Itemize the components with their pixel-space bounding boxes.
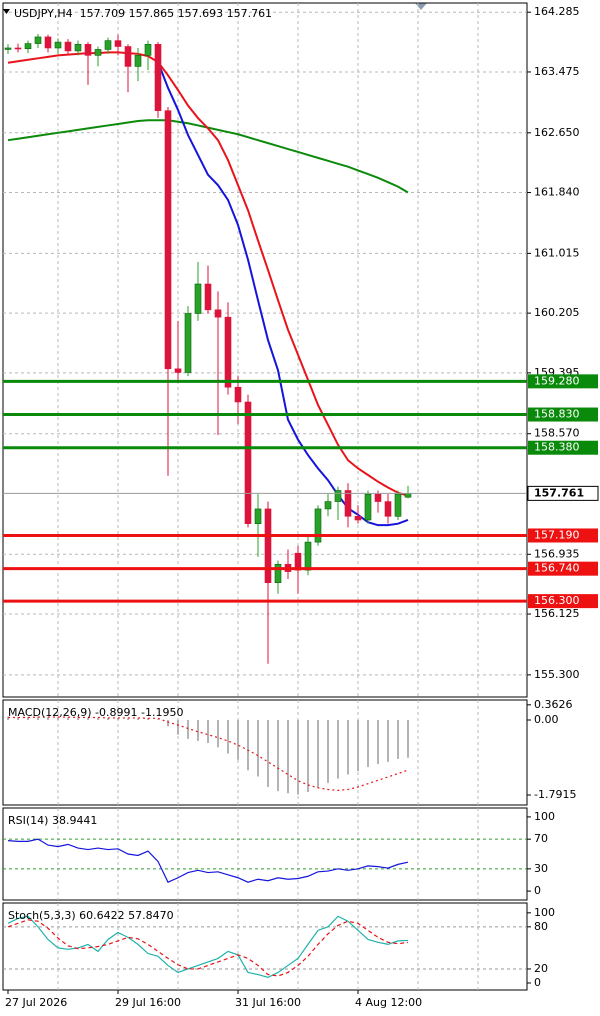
level-label: 156.740 xyxy=(534,562,580,575)
y-tick-label: 80 xyxy=(534,920,548,933)
candle-body xyxy=(64,41,72,52)
indicator-line xyxy=(7,919,409,977)
title-icon xyxy=(3,9,10,14)
candle-body xyxy=(274,563,282,583)
level-box xyxy=(528,594,598,609)
y-tick-label: 161.840 xyxy=(534,186,580,199)
level-box xyxy=(528,407,598,422)
candle-body xyxy=(204,283,212,311)
y-tick-label: 156.125 xyxy=(534,607,580,620)
panel-title: MACD(12,26,9) -0.8991 -1.1950 xyxy=(8,706,183,719)
candle-body xyxy=(224,316,232,388)
y-tick-label: 163.475 xyxy=(534,65,580,78)
panel-frame xyxy=(2,699,528,806)
x-tick-label: 31 Jul 16:00 xyxy=(235,996,301,1009)
panel-title: RSI(14) 38.9441 xyxy=(8,814,97,827)
candle-body xyxy=(244,401,252,524)
panel-frame xyxy=(2,902,528,991)
candle-body xyxy=(184,313,192,373)
indicator-line xyxy=(157,61,409,527)
level-box xyxy=(528,528,598,543)
candle-body xyxy=(194,283,202,314)
candle-body xyxy=(54,41,62,49)
level-label: 158.380 xyxy=(534,441,580,454)
y-tick-label: 0 xyxy=(534,884,541,897)
candle-body xyxy=(264,508,272,583)
level-label: 157.190 xyxy=(534,528,580,541)
y-tick-label: 156.935 xyxy=(534,547,580,560)
candle-body xyxy=(254,508,262,524)
candle-body xyxy=(44,36,52,49)
candle-body xyxy=(384,501,392,517)
candle-body xyxy=(124,46,132,67)
y-tick-label: 161.015 xyxy=(534,246,580,259)
candle-body xyxy=(174,368,182,373)
candle-body xyxy=(304,541,312,571)
candle-body xyxy=(234,386,242,403)
candle-body xyxy=(364,493,372,521)
y-tick-label: 30 xyxy=(534,862,548,875)
y-tick-label: 20 xyxy=(534,962,548,975)
current-price-label: 157.761 xyxy=(534,486,584,499)
indicator-line xyxy=(8,716,409,791)
candle-body xyxy=(84,44,92,56)
y-tick-label: 164.285 xyxy=(534,5,580,18)
candle-body xyxy=(94,49,102,56)
y-tick-label: 100 xyxy=(534,906,555,919)
candle-body xyxy=(214,309,222,318)
level-box xyxy=(528,561,598,576)
panel-title: Stoch(5,3,3) 60.6422 57.8470 xyxy=(8,909,174,922)
current-price-box xyxy=(527,485,599,501)
x-tick-label: 29 Jul 16:00 xyxy=(115,996,181,1009)
y-tick-label: 0.00 xyxy=(534,713,559,726)
candle-body xyxy=(354,516,362,521)
y-tick-label: 100 xyxy=(534,810,555,823)
candle-body xyxy=(24,43,32,50)
candle-body xyxy=(4,47,12,50)
panel-frame xyxy=(2,807,528,901)
candle-body xyxy=(164,110,172,370)
candle-body xyxy=(134,55,142,67)
candle-body xyxy=(394,493,402,517)
candle-body xyxy=(314,508,322,543)
y-tick-label: -1.7915 xyxy=(534,788,576,801)
candle-body xyxy=(34,36,42,44)
candle-body xyxy=(374,493,382,502)
y-tick-label: 0 xyxy=(534,976,541,989)
y-tick-label: 162.650 xyxy=(534,126,580,139)
candle-body xyxy=(324,501,332,510)
candle-body xyxy=(14,47,22,50)
level-label: 158.830 xyxy=(534,408,580,421)
y-tick-label: 158.570 xyxy=(534,427,580,440)
indicator-line xyxy=(7,838,409,883)
candle-body xyxy=(104,40,112,50)
y-tick-label: 155.300 xyxy=(534,668,580,681)
level-box xyxy=(528,374,598,389)
x-tick-label: 4 Aug 12:00 xyxy=(355,996,422,1009)
indicator-line xyxy=(7,915,409,979)
candle-body xyxy=(144,44,152,56)
candle-body xyxy=(404,493,412,498)
indicator-line xyxy=(7,51,409,497)
candle-body xyxy=(334,490,342,502)
x-tick-label: 27 Jul 2026 xyxy=(5,996,67,1009)
level-label: 156.300 xyxy=(534,594,580,607)
y-tick-label: 160.205 xyxy=(534,306,580,319)
level-box xyxy=(528,440,598,455)
candle-body xyxy=(74,44,82,52)
candle-body xyxy=(114,40,122,47)
panel-title: USDJPY,H4 157.709 157.865 157.693 157.76… xyxy=(14,7,272,20)
candle-body xyxy=(154,44,162,111)
candle-body xyxy=(344,490,352,517)
y-tick-label: 70 xyxy=(534,832,548,845)
y-tick-label: 0.3626 xyxy=(534,698,573,711)
panel-frame xyxy=(2,2,528,698)
level-label: 159.280 xyxy=(534,374,580,387)
